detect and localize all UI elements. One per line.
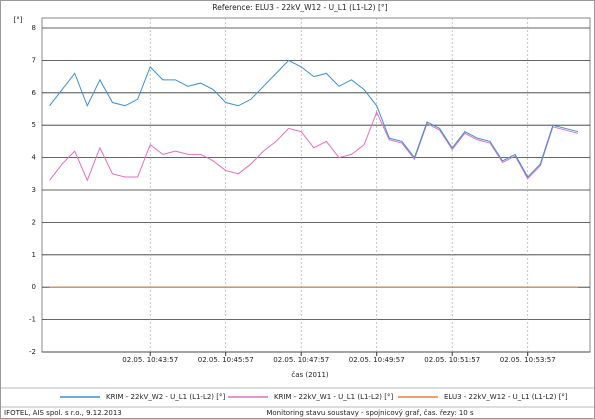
y-axis-label: [°] bbox=[14, 16, 23, 24]
y-tick-label: 8 bbox=[32, 24, 36, 32]
y-tick-label: 1 bbox=[32, 251, 36, 259]
y-tick-label: -1 bbox=[29, 316, 36, 324]
footer-left: IFOTEL, AIS spol. s r.o., 9.12.2013 bbox=[4, 409, 122, 417]
y-tick-label: 3 bbox=[32, 186, 36, 194]
footer-right: Monitoring stavu soustavy - spojnicový g… bbox=[266, 409, 474, 417]
series-line bbox=[49, 59, 579, 178]
chart-title: Reference: ELU3 - 22kV_W12 - U_L1 (L1-L2… bbox=[212, 3, 387, 12]
x-tick-label: 02.05. 10:49:57 bbox=[349, 356, 405, 364]
y-tick-label: 2 bbox=[32, 218, 36, 226]
legend-label: KRIM - 22kV_W2 - U_L1 (L1-L2) [°] bbox=[106, 393, 225, 401]
y-tick-label: 7 bbox=[32, 56, 36, 64]
legend-label: ELU3 - 22kV_W12 - U_L1 (L1-L2) [°] bbox=[444, 393, 568, 401]
x-axis-label: čas (2011) bbox=[291, 371, 329, 379]
legend-label: KRIM - 22kV_W1 - U_L1 (L1-L2) [°] bbox=[274, 393, 393, 401]
x-tick-label: 02.05. 10:51:57 bbox=[424, 356, 480, 364]
x-tick-label: 02.05. 10:53:57 bbox=[500, 356, 556, 364]
x-tick-label: 02.05. 10:45:57 bbox=[198, 356, 254, 364]
y-tick-label: 6 bbox=[32, 89, 37, 97]
x-tick-label: 02.05. 10:47:57 bbox=[273, 356, 329, 364]
y-tick-label: 0 bbox=[32, 283, 36, 291]
y-tick-label: -2 bbox=[29, 348, 36, 356]
series-line bbox=[49, 110, 579, 182]
x-tick-label: 02.05. 10:43:57 bbox=[122, 356, 178, 364]
y-tick-label: 5 bbox=[32, 121, 36, 129]
y-tick-label: 4 bbox=[32, 154, 37, 162]
